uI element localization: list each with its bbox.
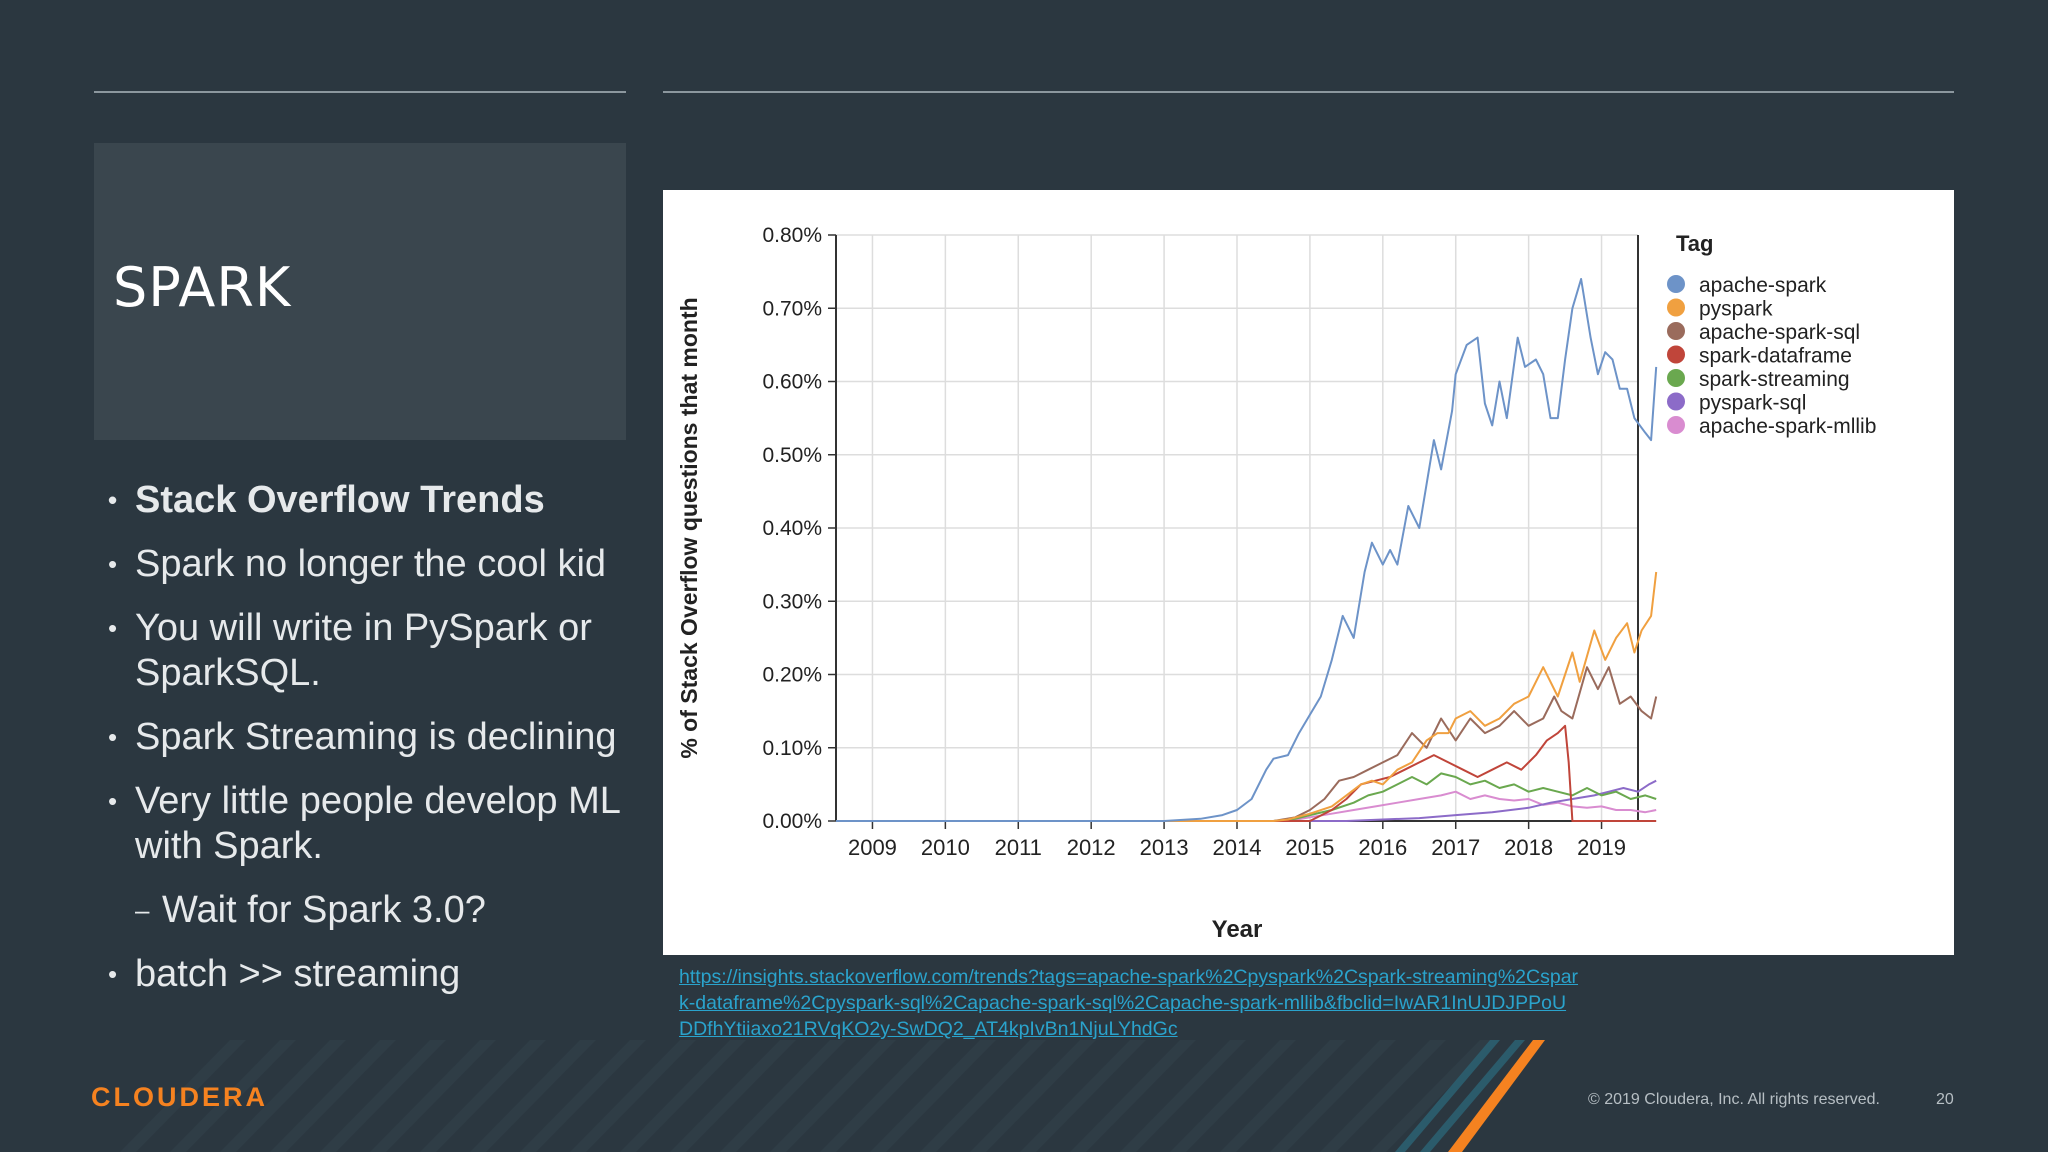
- slide-title: SPARK: [113, 256, 292, 319]
- bullet-item: • batch >> streaming: [104, 952, 664, 997]
- y-axis-label: % of Stack Overflow questions that month: [676, 297, 702, 758]
- bullet-text: Very little people develop ML with Spark…: [135, 780, 620, 867]
- legend-label-apache-spark: apache-spark: [1699, 274, 1827, 297]
- x-axis-label: Year: [1212, 916, 1263, 943]
- legend-swatch-apache-spark-mllib: [1667, 416, 1685, 434]
- chart-panel: 0.00% 0.10% 0.20% 0.30% 0.40% 0.50% 0.60% 0.70%…: [663, 190, 1954, 955]
- sub-bullet-glyph: –: [135, 895, 150, 925]
- y-tick-label: 0.30%: [762, 590, 822, 613]
- top-rule-left: [94, 91, 626, 93]
- legend-label-apache-spark-mllib: apache-spark-mllib: [1699, 415, 1876, 438]
- legend-swatch-apache-spark-sql: [1667, 322, 1685, 340]
- bullet-text: Spark no longer the cool kid: [135, 543, 607, 585]
- y-tick-label: 0.20%: [762, 664, 822, 687]
- bullet-glyph: •: [108, 549, 118, 579]
- bullet-text: Wait for Spark 3.0?: [162, 889, 486, 931]
- bullet-glyph: •: [108, 959, 118, 989]
- legend-swatch-pyspark-sql: [1667, 392, 1685, 411]
- bullet-glyph: •: [108, 613, 118, 643]
- title-box: SPARK: [94, 143, 626, 440]
- bullet-text: batch >> streaming: [135, 953, 461, 995]
- orange-accent-stroke: [1448, 1040, 1545, 1152]
- bullet-item: • Very little people develop ML with Spar…: [104, 779, 664, 869]
- x-tick-label: 2010: [921, 835, 970, 860]
- y-tick-label: 0.80%: [762, 224, 822, 247]
- legend-label-apache-spark-sql: apache-spark-sql: [1699, 321, 1860, 344]
- page-number: 20: [1936, 1091, 1954, 1108]
- x-tick-label: 2013: [1140, 835, 1189, 860]
- bullet-text: Stack Overflow Trends: [135, 479, 545, 521]
- y-tick-label: 0.70%: [762, 297, 822, 320]
- y-tick-label: 0.00%: [762, 810, 822, 833]
- legend-swatch-apache-spark: [1667, 275, 1685, 293]
- y-tick-label: 0.40%: [762, 517, 822, 540]
- legend-label-pyspark-sql: pyspark-sql: [1699, 392, 1806, 415]
- bullet-list: • Stack Overflow Trends • Spark no longer …: [104, 478, 664, 1016]
- x-tick-label: 2016: [1358, 835, 1407, 860]
- series-line-pyspark-sql: [836, 779, 1657, 822]
- x-tick-label: 2012: [1067, 835, 1116, 860]
- bullet-glyph: •: [108, 485, 118, 515]
- top-rule-right: [663, 91, 1954, 93]
- legend-swatch-spark-streaming: [1667, 369, 1685, 387]
- bullet-glyph: •: [108, 786, 118, 816]
- x-tick-label: 2019: [1577, 835, 1626, 860]
- cloudera-logo: CLOUDERA: [91, 1082, 268, 1112]
- trends-chart: 0.00% 0.10% 0.20% 0.30% 0.40% 0.50% 0.60% 0.70%…: [676, 224, 1876, 943]
- x-tick-label: 2015: [1285, 835, 1334, 860]
- series-line-apache-spark: [836, 278, 1658, 822]
- bullet-text: Spark Streaming is declining: [135, 716, 617, 758]
- y-tick-label: 0.60%: [762, 371, 822, 394]
- x-tick-label: 2009: [848, 835, 897, 860]
- series-line-pyspark: [836, 571, 1658, 822]
- x-tick-label: 2017: [1431, 835, 1480, 860]
- legend-label-spark-dataframe: spark-dataframe: [1699, 345, 1852, 368]
- series-line-apache-spark-sql: [836, 666, 1658, 822]
- copyright-text: © 2019 Cloudera, Inc. All rights reserve…: [1588, 1091, 1880, 1108]
- legend-label-pyspark: pyspark: [1699, 298, 1773, 321]
- bullet-item: • Spark Streaming is declining: [104, 715, 664, 760]
- legend-swatch-spark-dataframe: [1667, 345, 1685, 364]
- series-line-spark-streaming: [836, 772, 1657, 822]
- x-tick-label: 2014: [1213, 835, 1262, 860]
- bullet-item: • Spark no longer the cool kid: [104, 542, 664, 587]
- bullet-glyph: •: [108, 722, 118, 752]
- source-link[interactable]: https://insights.stackoverflow.com/trend…: [679, 966, 1579, 1040]
- y-tick-label: 0.10%: [762, 737, 822, 760]
- series-line-apache-spark-mllib: [836, 790, 1657, 822]
- y-tick-label: 0.50%: [762, 444, 822, 467]
- legend-swatch-pyspark: [1667, 298, 1685, 317]
- x-tick-label: 2018: [1504, 835, 1553, 860]
- bullet-item: • You will write in PySpark or SparkSQL.: [104, 606, 664, 696]
- x-tick-label: 2011: [995, 835, 1042, 860]
- bullet-text: You will write in PySpark or SparkSQL.: [135, 607, 592, 694]
- sub-bullet-item: – Wait for Spark 3.0?: [104, 888, 664, 933]
- legend-title: Tag: [1676, 231, 1713, 256]
- legend-label-spark-streaming: spark-streaming: [1699, 368, 1850, 391]
- bullet-item: • Stack Overflow Trends: [104, 478, 664, 523]
- decorative-stripes: [120, 1040, 1545, 1152]
